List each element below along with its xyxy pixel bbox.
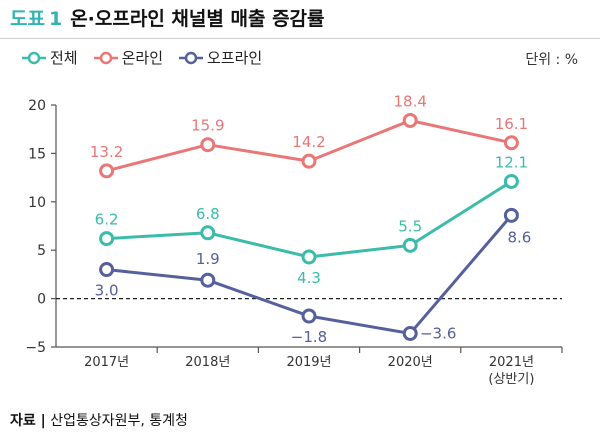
- source-text: 산업통상자원부, 통계청: [50, 413, 188, 429]
- data-label-online: 14.2: [292, 133, 325, 151]
- data-point-offline: [503, 207, 519, 223]
- data-point-total: [402, 237, 418, 253]
- data-label-total: 6.8: [196, 205, 220, 223]
- data-label-online: 18.4: [393, 92, 426, 110]
- data-point-online: [301, 153, 317, 169]
- x-tick-label: 2021년: [489, 355, 534, 370]
- legend-label-total: 전체: [50, 49, 78, 67]
- source-note: 자료 | 산업통상자원부, 통계청: [10, 410, 188, 430]
- legend-item-offline: 오프라인: [179, 47, 262, 68]
- title-number: 1: [48, 8, 63, 30]
- data-point-offline: [301, 308, 317, 324]
- y-tick-label: 10: [28, 195, 46, 211]
- data-label-total: 6.2: [95, 211, 119, 229]
- y-tick-label: 20: [28, 98, 46, 114]
- data-point-offline: [200, 272, 216, 288]
- data-label-offline: −3.6: [420, 324, 456, 342]
- data-point-offline: [99, 262, 115, 278]
- legend: 전체 온라인 오프라인: [22, 47, 262, 68]
- legend-label-online: 온라인: [121, 49, 164, 67]
- data-point-online: [200, 137, 216, 153]
- x-tick-label: 2018년: [185, 355, 230, 370]
- legend-item-total: 전체: [22, 47, 78, 68]
- data-label-offline: 8.6: [507, 228, 531, 246]
- data-label-online: 13.2: [90, 143, 123, 161]
- source-label: 자료 |: [10, 413, 46, 429]
- title-text: 온·오프라인 채널별 매출 증감률: [70, 8, 325, 30]
- title-divider: [0, 38, 600, 39]
- x-tick-label: 2017년: [84, 355, 129, 370]
- legend-marker-offline: [179, 51, 204, 64]
- series-line-total: [106, 180, 513, 259]
- x-tick-label: 2019년: [286, 355, 331, 370]
- data-point-offline: [402, 325, 418, 341]
- legend-item-online: 온라인: [93, 47, 164, 68]
- data-label-total: 4.3: [297, 269, 321, 287]
- x-tick-label: (상반기): [488, 372, 534, 387]
- chart-title: 도표 1 온·오프라인 채널별 매출 증감률: [10, 4, 325, 31]
- legend-marker-online: [93, 51, 118, 64]
- y-tick-label: 5: [37, 243, 46, 259]
- data-label-online: 15.9: [191, 117, 224, 135]
- data-point-total: [301, 249, 317, 265]
- data-label-total: 12.1: [495, 153, 528, 171]
- y-tick-label: 15: [28, 146, 46, 162]
- unit-label: 단위 : %: [525, 52, 578, 68]
- data-point-online: [99, 163, 115, 179]
- data-label-offline: 1.9: [196, 250, 220, 268]
- data-point-total: [99, 231, 115, 247]
- y-tick-label: 0: [37, 292, 46, 308]
- data-point-online: [402, 112, 418, 128]
- data-point-online: [503, 135, 519, 151]
- y-tick-label: −5: [25, 340, 46, 356]
- data-label-offline: 3.0: [95, 282, 119, 300]
- x-tick-label: 2020년: [388, 355, 433, 370]
- data-point-total: [200, 225, 216, 241]
- title-prefix: 도표: [10, 8, 45, 30]
- data-label-online: 16.1: [495, 115, 528, 133]
- data-label-offline: −1.8: [291, 328, 327, 346]
- legend-label-offline: 오프라인: [207, 49, 263, 67]
- legend-marker-total: [22, 51, 46, 64]
- data-point-total: [503, 173, 519, 189]
- data-label-total: 5.5: [398, 217, 422, 235]
